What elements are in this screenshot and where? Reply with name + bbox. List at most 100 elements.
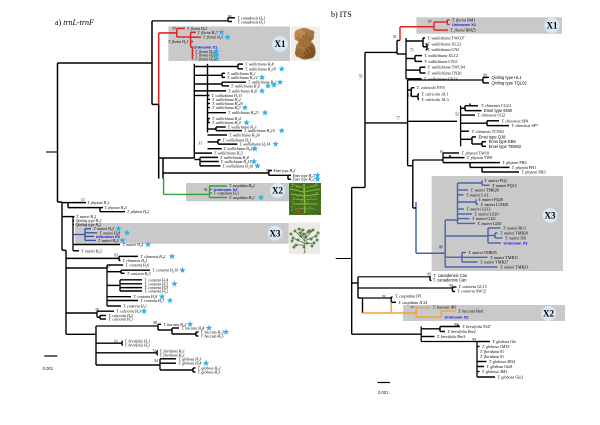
- svg-text:T. canadensis Can: T. canadensis Can: [434, 273, 468, 278]
- svg-text:T. wallichiana CN2: T. wallichiana CN2: [427, 47, 459, 52]
- svg-text:94: 94: [154, 359, 158, 363]
- svg-text:T. wallichiana H25: T. wallichiana H25: [214, 152, 243, 157]
- svg-text:T. floridana H51: T. floridana H51: [160, 349, 185, 354]
- svg-text:T. wallichiana CY13: T. wallichiana CY13: [424, 76, 458, 81]
- svg-text:T. mairei FQ28: T. mairei FQ28: [478, 197, 503, 202]
- svg-text:T. chinensis H32: T. chinensis H32: [141, 255, 166, 260]
- svg-text:T. contorta H25: T. contorta H25: [145, 282, 169, 287]
- svg-text:T. wallichiana H212: T. wallichiana H212: [227, 76, 258, 81]
- svg-text:T. globosa H21: T. globosa H21: [198, 371, 221, 376]
- svg-text:T. phytoni TW8: T. phytoni TW8: [467, 155, 492, 160]
- svg-text:T. contorta H24: T. contorta H24: [145, 278, 169, 283]
- svg-text:T. baccata tR1: T. baccata tR1: [433, 305, 457, 310]
- svg-text:T. mairei TMR28: T. mairei TMR28: [471, 188, 499, 193]
- svg-text:Unknown X3: Unknown X3: [96, 234, 121, 239]
- svg-text:97: 97: [428, 20, 432, 24]
- svg-text:Emei type TEM02: Emei type TEM02: [489, 144, 522, 149]
- svg-text:T. globosa Glo2: T. globosa Glo2: [497, 375, 523, 380]
- svg-text:T. contorta H21: T. contorta H21: [123, 305, 147, 310]
- svg-text:T. chinensis SP7: T. chinensis SP7: [511, 123, 538, 128]
- svg-text:T. chinensis TCN02: T. chinensis TCN02: [472, 129, 504, 134]
- svg-text:92: 92: [455, 113, 459, 117]
- svg-text:T. brevifolia Bre3: T. brevifolia Bre3: [437, 334, 465, 339]
- svg-text:99: 99: [382, 294, 386, 298]
- svg-text:T. florini BM25: T. florini BM25: [451, 28, 476, 33]
- svg-text:74: 74: [152, 349, 156, 353]
- svg-text:42: 42: [106, 264, 110, 268]
- svg-text:43: 43: [172, 27, 176, 31]
- svg-text:61: 61: [440, 150, 444, 154]
- svg-text:T. mairei LA1: T. mairei LA1: [466, 192, 489, 197]
- svg-text:Unknown X1: Unknown X1: [452, 22, 477, 27]
- svg-text:T. florini H22: T. florini H22: [195, 50, 215, 55]
- svg-text:T. chinensis H51: T. chinensis H51: [122, 259, 147, 264]
- svg-text:T. wallichiana H58: T. wallichiana H58: [245, 63, 274, 68]
- svg-text:T. canadensis H51: T. canadensis H51: [238, 21, 266, 26]
- svg-text:0.001: 0.001: [378, 390, 389, 395]
- svg-text:T. cuspidata H33: T. cuspidata H33: [229, 196, 255, 201]
- svg-text:Qinling type TQL02: Qinling type TQL02: [492, 80, 528, 85]
- svg-text:T. wallichiana H23: T. wallichiana H23: [228, 126, 257, 131]
- svg-text:T. canadensis H61: T. canadensis H61: [238, 16, 266, 21]
- svg-text:T. wallichiana H24: T. wallichiana H24: [212, 117, 241, 122]
- svg-text:T. mairei GJ30: T. mairei GJ30: [478, 221, 502, 226]
- svg-text:T. florini H77: T. florini H77: [198, 31, 219, 36]
- svg-text:T. calcicola H33: T. calcicola H33: [117, 310, 142, 315]
- svg-text:T. floridana H41: T. floridana H41: [160, 353, 185, 358]
- svg-text:T. wallichiana H57: T. wallichiana H57: [212, 106, 242, 111]
- svg-text:T. phytoni H11: T. phytoni H11: [88, 201, 110, 206]
- svg-text:T. globosa H23: T. globosa H23: [179, 357, 202, 362]
- svg-text:Unknown X3: Unknown X3: [504, 241, 529, 246]
- svg-text:99: 99: [483, 74, 487, 78]
- svg-text:75: 75: [410, 48, 414, 52]
- svg-text:a) trnL-trnF: a) trnL-trnF: [55, 18, 94, 27]
- svg-text:T. wallichiana H51: T. wallichiana H51: [227, 72, 256, 77]
- svg-text:T. baccata Bat1: T. baccata Bat1: [458, 309, 483, 314]
- svg-text:92: 92: [393, 35, 397, 39]
- svg-text:b) ITS: b) ITS: [331, 10, 352, 19]
- svg-text:T. wallichiana H218: T. wallichiana H218: [245, 67, 276, 72]
- svg-text:T. globosa H34: T. globosa H34: [179, 362, 202, 367]
- svg-text:T. florini H55: T. florini H55: [203, 36, 223, 41]
- svg-text:T. mairei H44: T. mairei H44: [123, 243, 144, 248]
- svg-text:99: 99: [449, 284, 453, 288]
- svg-text:T. florini H33: T. florini H33: [187, 27, 207, 32]
- svg-text:T. mairei LCH28: T. mairei LCH28: [481, 202, 509, 207]
- svg-text:T. wallichiana TWC07: T. wallichiana TWC07: [427, 36, 464, 41]
- svg-text:T. calcicola NV8: T. calcicola NV8: [417, 85, 445, 90]
- svg-text:T. mairei IN1: T. mairei IN1: [505, 236, 527, 241]
- svg-text:T. mairei H22: T. mairei H22: [81, 249, 102, 254]
- svg-text:T. wallichiana XL12: T. wallichiana XL12: [424, 53, 458, 58]
- svg-text:T. mairei TMR29: T. mairei TMR29: [500, 231, 528, 236]
- svg-text:Qinling type H51: Qinling type H51: [76, 219, 102, 224]
- svg-text:T. mairei GJ12: T. mairei GJ12: [467, 207, 491, 212]
- svg-text:T. globosa H22: T. globosa H22: [198, 367, 221, 372]
- svg-text:T. mairei H33: T. mairei H33: [98, 239, 119, 244]
- svg-text:T. wallichiana H28: T. wallichiana H28: [220, 156, 249, 161]
- svg-text:Unknown X1: Unknown X1: [194, 45, 219, 50]
- svg-text:88: 88: [439, 246, 443, 250]
- svg-text:T. chinensis CG24: T. chinensis CG24: [481, 103, 511, 108]
- svg-text:93: 93: [411, 305, 415, 309]
- svg-text:T. wallichiana H216: T. wallichiana H216: [223, 164, 254, 169]
- svg-text:T. canadensis Can: T. canadensis Can: [433, 278, 467, 283]
- svg-text:T. wallichiana CN20: T. wallichiana CN20: [428, 71, 462, 76]
- svg-text:T. wallichiana H22: T. wallichiana H22: [212, 98, 241, 103]
- svg-text:T. contorta H26: T. contorta H26: [126, 264, 150, 269]
- svg-text:T. florini H11: T. florini H11: [168, 40, 188, 45]
- svg-text:Qinling type HL1: Qinling type HL1: [492, 75, 523, 80]
- svg-text:T. calcicola AL1: T. calcicola AL1: [421, 91, 448, 96]
- svg-text:T. wallichiana H214: T. wallichiana H214: [239, 143, 270, 148]
- svg-text:99: 99: [228, 15, 232, 19]
- svg-text:T. florini BM1: T. florini BM1: [452, 17, 475, 22]
- svg-text:Emei type H23: Emei type H23: [292, 174, 315, 179]
- svg-text:T. cuspidata H22: T. cuspidata H22: [229, 184, 255, 189]
- svg-text:T. contorta GL15: T. contorta GL15: [459, 284, 487, 289]
- svg-text:T. floridana 01: T. floridana 01: [480, 349, 504, 354]
- svg-text:T. calcicola AL3: T. calcicola AL3: [421, 97, 448, 102]
- svg-text:T. calcicola H22: T. calcicola H22: [109, 314, 134, 319]
- svg-text:T. contorta H29: T. contorta H29: [145, 286, 169, 291]
- svg-text:T. phytoni PH1: T. phytoni PH1: [512, 165, 536, 170]
- svg-text:T. contorta H28: T. contorta H28: [134, 295, 158, 300]
- svg-text:T. mairei TMR23: T. mairei TMR23: [500, 265, 528, 270]
